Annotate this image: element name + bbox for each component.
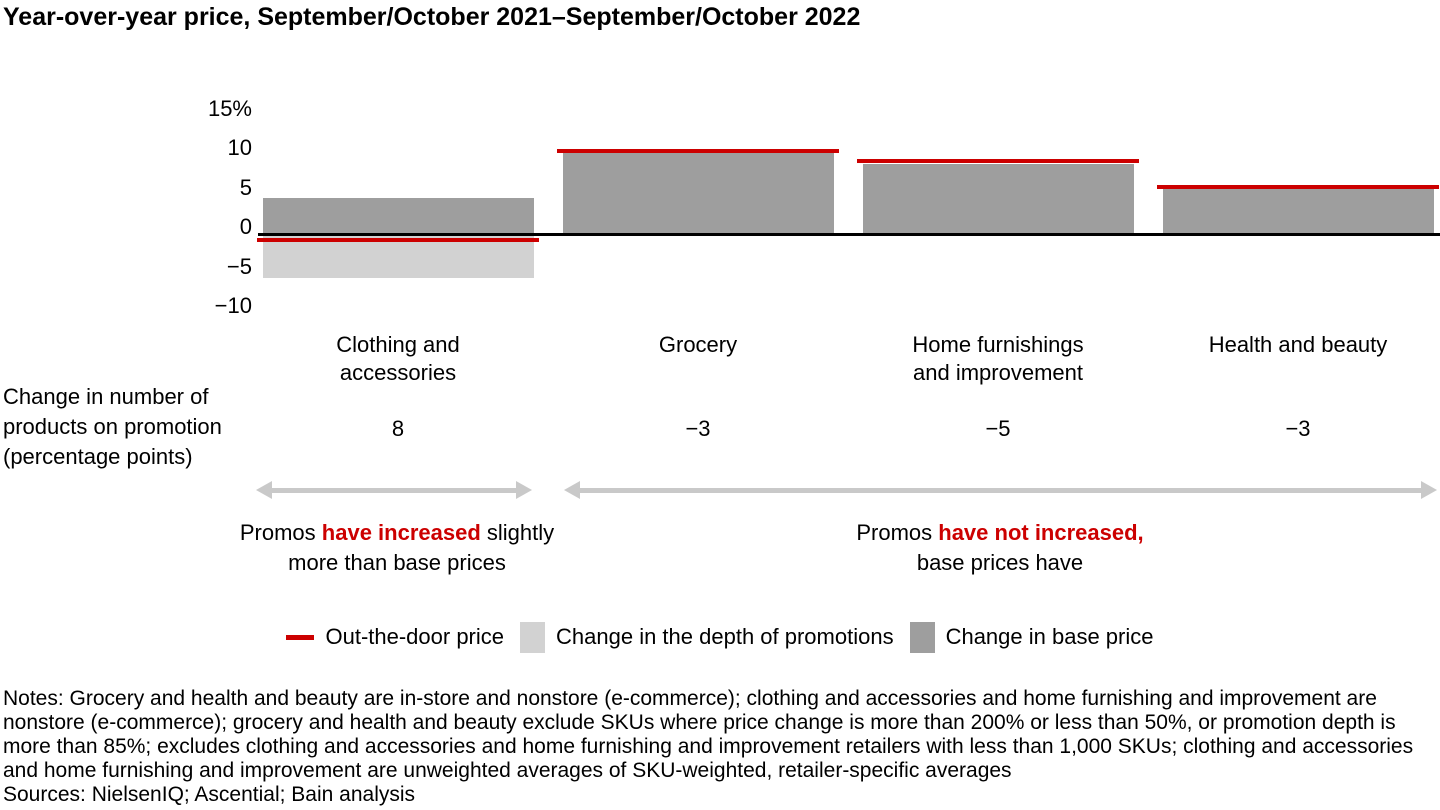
category-label-clothing: Clothing and accessories — [336, 332, 460, 385]
legend-item-out-the-door: Out-the-door price — [286, 624, 504, 650]
category-label-health-beauty: Health and beauty — [1208, 332, 1388, 357]
legend-item-promo-depth: Change in the depth of promotions — [520, 621, 894, 653]
legend-label: Out-the-door price — [325, 624, 505, 649]
plot-area: 15% 10 5 0 −5 −10 — [0, 0, 1440, 330]
promo-value-clothing: 8 — [391, 416, 405, 441]
category-label-grocery: Grocery — [658, 332, 738, 357]
base-price-bar-health-and-beauty — [1163, 189, 1434, 234]
out-the-door-price-line-health-and-beauty — [1157, 185, 1439, 189]
footer: Notes: Grocery and health and beauty are… — [3, 687, 1439, 807]
category-label-home-furnishings: Home furnishings and improvement — [912, 332, 1084, 385]
legend: Out-the-door price Change in the depth o… — [0, 620, 1440, 654]
annotation-text: base prices have — [916, 550, 1084, 575]
annotation-highlight: have increased — [321, 520, 481, 545]
y-tick-label: 5 — [239, 174, 252, 200]
arrow-left-icon — [256, 481, 272, 499]
promo-row-label: Change in number of products on promotio… — [3, 384, 222, 469]
promo-value-health-beauty: −3 — [1285, 416, 1311, 441]
base-price-bar-clothing-and-accessories — [263, 198, 534, 234]
annotation-text: Promos — [239, 520, 322, 545]
y-tick-label: 0 — [239, 214, 252, 239]
arrow-right-icon — [516, 481, 532, 499]
out-the-door-price-line-home-furnishings-and-improvement — [857, 159, 1139, 163]
legend-item-base-price: Change in base price — [909, 621, 1154, 653]
annotation-promos-not-increased: Promos have not increased, base prices h… — [720, 518, 1280, 578]
legend-label: Change in the depth of promotions — [556, 624, 894, 649]
annotation-text: slightly more than base prices — [288, 520, 555, 575]
annotation-text: Promos — [856, 520, 939, 545]
promo-value-home-furnishings: −5 — [985, 416, 1011, 441]
chart-title: Year-over-year price, September/October … — [3, 3, 861, 31]
zero-axis-line — [258, 233, 1440, 236]
arrow-shaft — [269, 488, 519, 493]
red-dash-swatch-icon — [286, 634, 315, 640]
dark-gray-square-swatch-icon — [909, 621, 935, 653]
out-the-door-price-line-grocery — [557, 149, 839, 153]
annotation-highlight: have not increased, — [938, 520, 1144, 545]
base-price-bar-home-furnishings-and-improvement — [863, 164, 1134, 234]
arrow-shaft — [577, 488, 1424, 493]
base-price-bar-grocery — [563, 153, 834, 234]
arrow-right-icon — [1421, 481, 1437, 499]
promo-not-increased-arrow — [564, 481, 1437, 500]
promo-depth-bar-clothing-and-accessories — [263, 236, 534, 278]
legend-label: Change in base price — [945, 624, 1154, 649]
y-tick-label: −5 — [226, 253, 252, 279]
sources-text: Sources: NielsenIQ; Ascential; Bain anal… — [3, 783, 416, 806]
y-tick-label: −10 — [214, 293, 252, 318]
notes-text: Notes: Grocery and health and beauty are… — [3, 687, 1414, 782]
y-tick-label: 10 — [227, 135, 252, 160]
light-gray-square-swatch-icon — [520, 621, 546, 653]
promo-increased-arrow — [256, 481, 532, 500]
out-the-door-price-line-clothing-and-accessories — [257, 238, 539, 242]
arrow-left-icon — [564, 481, 580, 499]
y-tick-label: 15% — [207, 95, 252, 121]
promo-value-grocery: −3 — [685, 416, 711, 441]
annotation-promos-increased: Promos have increased slightly more than… — [197, 518, 597, 578]
